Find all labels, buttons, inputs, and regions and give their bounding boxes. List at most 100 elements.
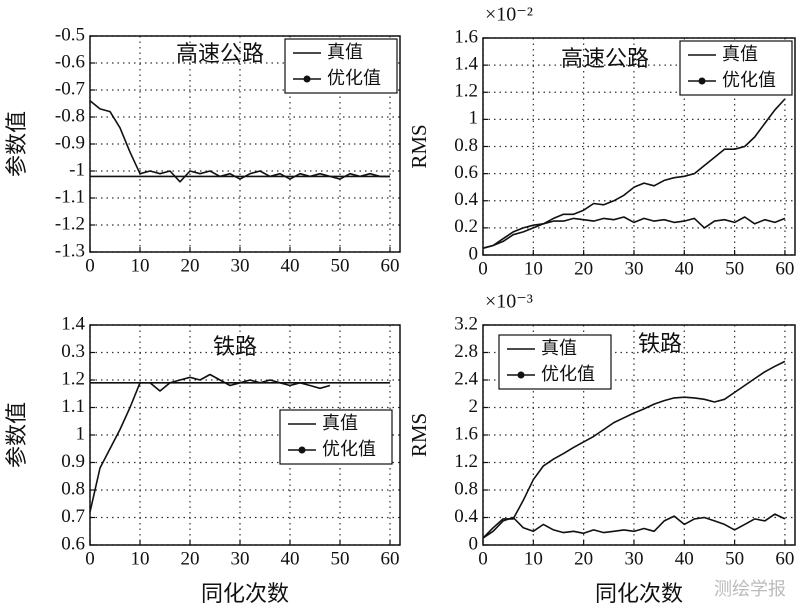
y-tick-label: 1.2: [61, 368, 85, 389]
x-tick-label: 50: [331, 548, 350, 569]
y-tick-label: 0.4: [454, 189, 478, 210]
y-tick-label: 0.8: [454, 478, 478, 499]
legend-marker: [298, 446, 306, 454]
y-tick-label: 0.8: [454, 135, 478, 156]
y-tick-label: -0.7: [55, 78, 85, 99]
x-tick-label: 10: [131, 255, 150, 276]
y-tick-label: 1.4: [454, 53, 478, 74]
series-line: [482, 216, 786, 249]
x-tick-label: 40: [281, 255, 300, 276]
y-tick-label: 1.2: [454, 81, 478, 102]
plot-frame: [482, 37, 796, 256]
y-tick-label: 1.6: [454, 26, 478, 47]
legend-label: 优化值: [322, 439, 376, 460]
x-tick-label: 10: [131, 548, 150, 569]
plot-frame: [89, 324, 401, 546]
y-tick-label: 2: [469, 396, 479, 417]
x-tick-label: 60: [775, 258, 794, 279]
y-tick-label: 0: [469, 243, 479, 264]
legend-label: 优化值: [327, 68, 381, 89]
plot-frame: [482, 324, 796, 546]
y-tick-label: 0.6: [61, 533, 85, 554]
x-tick-label: 10: [524, 258, 543, 279]
series-line: [482, 513, 786, 539]
x-tick-label: 10: [524, 548, 543, 569]
x-tick-label: 0: [478, 258, 488, 279]
y-tick-label: 0.9: [61, 451, 85, 472]
legend-box: [498, 334, 612, 390]
y-tick-label: 0: [469, 533, 479, 554]
x-tick-label: 40: [281, 548, 300, 569]
x-tick-label: 40: [675, 258, 694, 279]
x-tick-label: 40: [675, 548, 694, 569]
legend-label: 优化值: [541, 364, 595, 385]
y-tick-label: -1.1: [55, 186, 85, 207]
x-tick-label: 50: [725, 548, 744, 569]
legend-label: 真值: [327, 42, 363, 63]
y-tick-label: 0.3: [61, 341, 85, 362]
watermark: 测绘学报: [714, 579, 786, 600]
legend-marker: [303, 75, 311, 83]
y-tick-label: -1.2: [55, 213, 85, 234]
x-tick-label: 50: [725, 258, 744, 279]
panel-title: 铁路: [638, 332, 682, 357]
y-tick-label: 0.7: [61, 506, 85, 527]
plot-frame: [89, 35, 401, 253]
legend-marker: [698, 77, 706, 85]
y-tick-label: 1: [469, 108, 479, 129]
x-tick-label: 0: [85, 548, 95, 569]
y-tick-label: -1.3: [55, 240, 85, 261]
y-axis-label: RMS: [407, 124, 431, 168]
x-tick-label: 20: [181, 255, 200, 276]
y-tick-label: 0.4: [454, 506, 478, 527]
y-tick-label: -0.5: [55, 24, 85, 45]
axis-multiplier: ×10⁻³: [485, 291, 533, 313]
series-line: [482, 98, 786, 249]
series-line: [89, 373, 331, 513]
y-tick-label: -1: [69, 159, 85, 180]
x-tick-label: 0: [478, 548, 488, 569]
x-axis-label: 同化次数: [201, 582, 289, 607]
x-tick-label: 20: [181, 548, 200, 569]
y-tick-label: 0.8: [61, 478, 85, 499]
x-tick-label: 60: [381, 255, 400, 276]
y-tick-label: 0.6: [454, 162, 478, 183]
y-tick-label: -0.9: [55, 132, 85, 153]
series-line: [89, 100, 390, 183]
y-tick-label: 2.8: [454, 341, 478, 362]
x-tick-label: 20: [574, 258, 593, 279]
x-tick-label: 30: [624, 548, 643, 569]
x-tick-label: 30: [231, 255, 250, 276]
legend-box: [284, 38, 398, 94]
legend-label: 优化值: [722, 70, 776, 91]
y-tick-label: 1.2: [454, 451, 478, 472]
x-axis-label: 同化次数: [595, 582, 683, 607]
legend-label: 真值: [541, 338, 577, 359]
y-tick-label: -0.8: [55, 105, 85, 126]
axis-multiplier: ×10⁻²: [485, 4, 533, 26]
x-tick-label: 30: [624, 258, 643, 279]
panel-title: 高速公路: [561, 47, 649, 72]
panel-title: 铁路: [213, 335, 257, 360]
y-tick-label: 1.6: [454, 423, 478, 444]
x-tick-label: 50: [331, 255, 350, 276]
legend-marker: [517, 371, 525, 379]
x-tick-label: 30: [231, 548, 250, 569]
panel-title: 高速公路: [176, 42, 264, 67]
x-tick-label: 60: [775, 548, 794, 569]
y-tick-label: 3.2: [454, 313, 478, 334]
legend-label: 真值: [722, 44, 758, 65]
y-tick-label: 1.4: [61, 313, 85, 334]
y-tick-label: -0.6: [55, 51, 85, 72]
legend-label: 真值: [322, 413, 358, 434]
legend-box: [679, 40, 793, 96]
x-tick-label: 20: [574, 548, 593, 569]
y-axis-label: 参数值: [5, 111, 30, 177]
y-axis-label: 参数值: [5, 402, 30, 468]
y-tick-label: 1: [76, 423, 86, 444]
y-tick-label: 1.1: [61, 396, 85, 417]
x-tick-label: 0: [85, 255, 95, 276]
y-axis-label: RMS: [407, 413, 431, 457]
y-tick-label: 2.4: [454, 368, 478, 389]
